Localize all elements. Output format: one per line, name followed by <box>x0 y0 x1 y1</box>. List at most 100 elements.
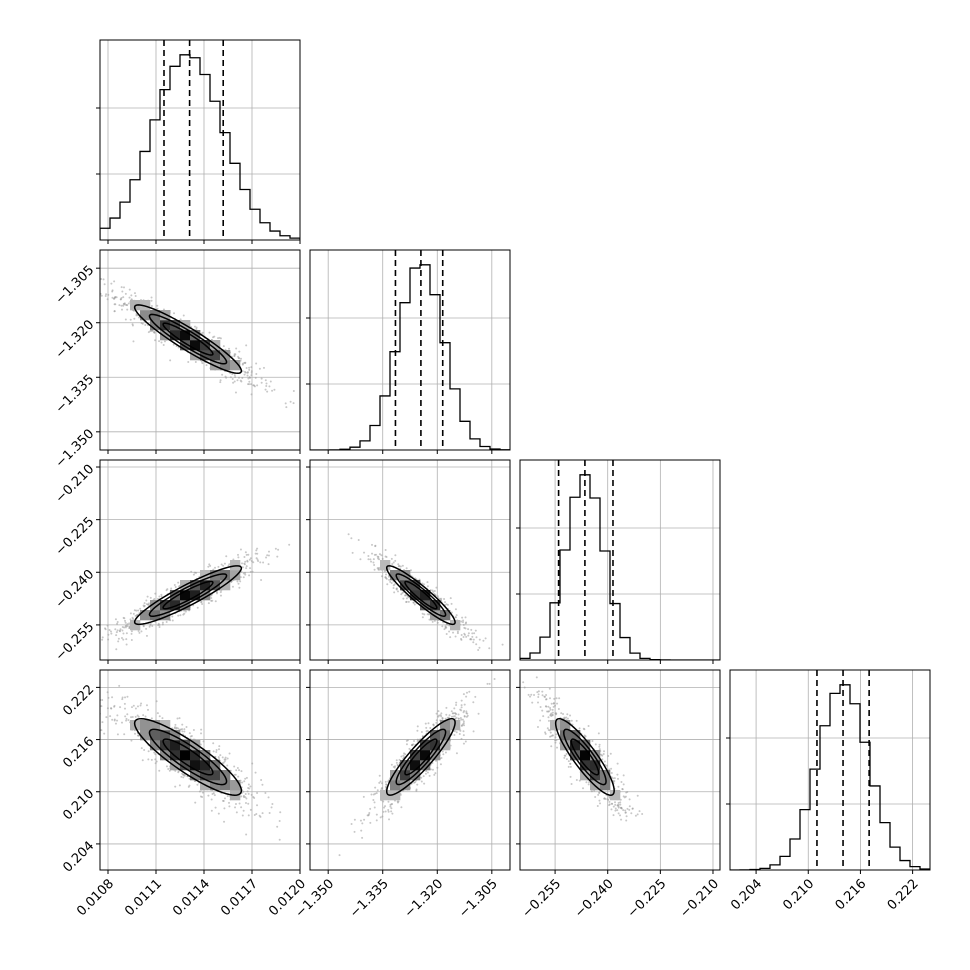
density-cell <box>440 720 451 731</box>
scatter-point <box>429 768 432 771</box>
density-cell <box>140 730 151 741</box>
scatter-point <box>450 710 453 713</box>
scatter-point <box>136 714 139 717</box>
scatter-point <box>181 730 184 733</box>
scatter-point <box>460 737 463 740</box>
density-cell <box>450 620 461 631</box>
scatter-point <box>617 801 620 804</box>
scatter-point <box>138 631 141 634</box>
scatter-point <box>545 705 548 708</box>
scatter-point <box>566 717 569 720</box>
scatter-point <box>445 626 448 629</box>
scatter-point <box>181 723 184 726</box>
density-cell <box>210 770 221 781</box>
scatter-point <box>453 730 456 733</box>
x-tick-label: −0.210 <box>677 876 722 921</box>
scatter-point <box>381 787 384 790</box>
scatter-point <box>460 724 463 727</box>
scatter-point <box>221 756 224 759</box>
density-cell <box>150 730 161 741</box>
scatter-point <box>374 786 377 789</box>
scatter-point <box>223 820 226 823</box>
scatter-point <box>383 806 386 809</box>
scatter-point <box>588 781 591 784</box>
scatter-point <box>116 622 119 625</box>
scatter-point <box>375 792 378 795</box>
y-tick-label: −1.335 <box>53 372 98 417</box>
scatter-point <box>126 713 129 716</box>
scatter-point <box>569 765 572 768</box>
scatter-point <box>245 565 248 568</box>
scatter-point <box>124 292 127 295</box>
scatter-point <box>288 543 291 546</box>
scatter-point <box>470 628 473 631</box>
scatter-point <box>370 560 373 563</box>
scatter-point <box>457 717 460 720</box>
scatter-point <box>467 628 470 631</box>
scatter-point <box>461 723 464 726</box>
density-cell <box>160 730 171 741</box>
scatter-point <box>425 726 428 729</box>
scatter-point <box>169 359 172 362</box>
scatter-point <box>172 343 175 346</box>
density-cell <box>220 360 231 371</box>
scatter-point <box>244 371 247 374</box>
scatter-point <box>446 716 449 719</box>
panel-2-1 <box>306 459 511 664</box>
scatter-point <box>201 791 204 794</box>
density-cell <box>220 780 231 791</box>
scatter-point <box>241 377 244 380</box>
scatter-point <box>100 294 103 297</box>
scatter-point <box>560 712 563 715</box>
scatter-point <box>616 773 619 776</box>
scatter-point <box>465 695 468 698</box>
scatter-point <box>238 586 241 589</box>
scatter-point <box>142 714 145 717</box>
scatter-point <box>423 782 426 785</box>
scatter-point <box>463 703 466 706</box>
density-cell <box>420 750 431 761</box>
scatter-point <box>134 732 137 735</box>
scatter-point <box>292 390 295 393</box>
x-tick-label: 0.0111 <box>122 876 165 919</box>
contour-line <box>148 728 228 786</box>
scatter-point <box>271 389 274 392</box>
scatter-point <box>135 609 138 612</box>
scatter-point <box>276 555 279 558</box>
scatter-point <box>110 282 113 285</box>
density-cell <box>390 570 401 581</box>
scatter-point <box>379 780 382 783</box>
scatter-point <box>195 328 198 331</box>
scatter-point <box>161 621 164 624</box>
x-tick-label: 0.210 <box>780 876 817 913</box>
scatter-point <box>478 646 481 649</box>
scatter-point <box>171 619 174 622</box>
scatter-point <box>556 702 559 705</box>
density-cell <box>150 720 161 731</box>
density-cell <box>140 310 151 321</box>
scatter-point <box>158 626 161 629</box>
scatter-point <box>241 363 244 366</box>
scatter-point <box>431 620 434 623</box>
panel-frame <box>99 249 301 451</box>
contour-line <box>563 728 607 786</box>
scatter-point <box>449 597 452 600</box>
density-cell <box>170 760 181 771</box>
scatter-point <box>106 298 109 301</box>
scatter-point <box>350 822 353 825</box>
scatter-point <box>453 715 456 718</box>
y-tick-label: −1.305 <box>53 263 98 308</box>
scatter-point <box>126 695 129 698</box>
scatter-point <box>244 792 247 795</box>
scatter-point <box>379 816 382 819</box>
scatter-point <box>222 761 225 764</box>
scatter-point <box>122 632 125 635</box>
scatter-point <box>440 597 443 600</box>
scatter-point <box>465 635 468 638</box>
scatter-point <box>380 782 383 785</box>
scatter-point <box>591 739 594 742</box>
scatter-point <box>461 616 464 619</box>
scatter-point <box>124 318 127 321</box>
scatter-point <box>598 748 601 751</box>
scatter-point <box>367 558 370 561</box>
